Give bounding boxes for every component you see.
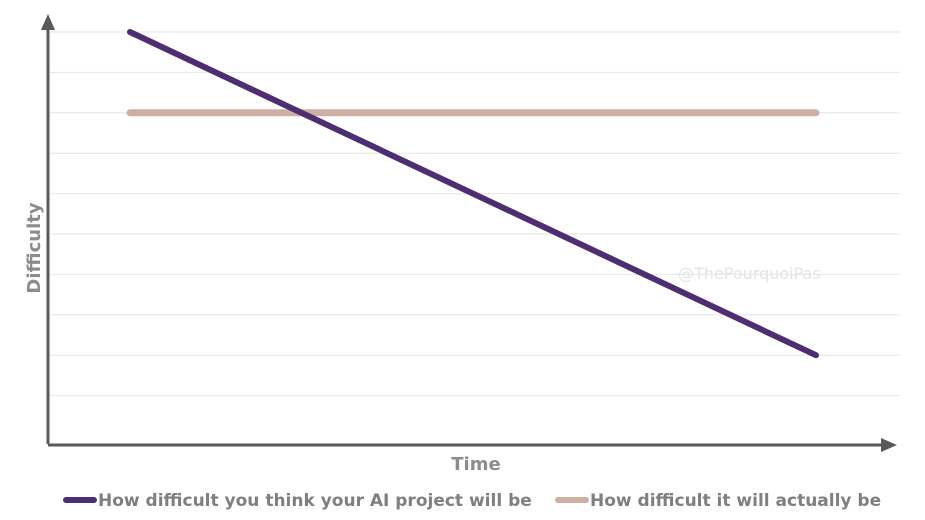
y-axis-arrow [41,14,55,30]
axes [41,14,897,452]
watermark-text: @ThePourquoiPas [678,264,821,283]
x-axis-arrow [881,438,897,452]
gridlines [50,31,900,397]
legend-label-2: How difficult it will actually be [590,491,881,511]
legend: How difficult you think your AI project … [63,491,881,511]
x-axis-title: Time [451,454,500,475]
series-line-1 [127,29,819,359]
y-axis-title: Difficulty [24,202,45,293]
series-lines [126,29,820,359]
legend-label-1: How difficult you think your AI project … [98,491,532,511]
